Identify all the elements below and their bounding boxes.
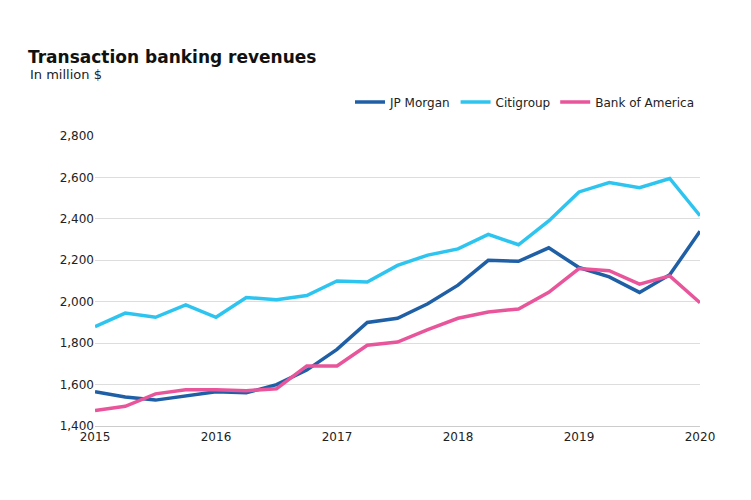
svg-text:Citigroup: Citigroup	[496, 96, 551, 110]
svg-text:2016: 2016	[201, 430, 232, 444]
svg-text:2019: 2019	[564, 430, 595, 444]
svg-text:2,800: 2,800	[60, 129, 94, 143]
svg-text:2,200: 2,200	[60, 253, 94, 267]
svg-text:2017: 2017	[322, 430, 353, 444]
svg-text:1,400: 1,400	[60, 419, 94, 433]
svg-text:2020: 2020	[685, 430, 716, 444]
svg-text:Transaction banking revenues: Transaction banking revenues	[28, 47, 316, 67]
svg-text:1,800: 1,800	[60, 336, 94, 350]
svg-text:1,600: 1,600	[60, 378, 94, 392]
svg-text:In million $: In million $	[30, 67, 102, 82]
svg-text:JP Morgan: JP Morgan	[389, 96, 450, 110]
svg-text:2,400: 2,400	[60, 212, 94, 226]
svg-text:2,600: 2,600	[60, 171, 94, 185]
svg-text:2015: 2015	[80, 430, 111, 444]
svg-text:2018: 2018	[443, 430, 474, 444]
svg-text:Bank of America: Bank of America	[595, 96, 694, 110]
svg-text:2,000: 2,000	[60, 295, 94, 309]
